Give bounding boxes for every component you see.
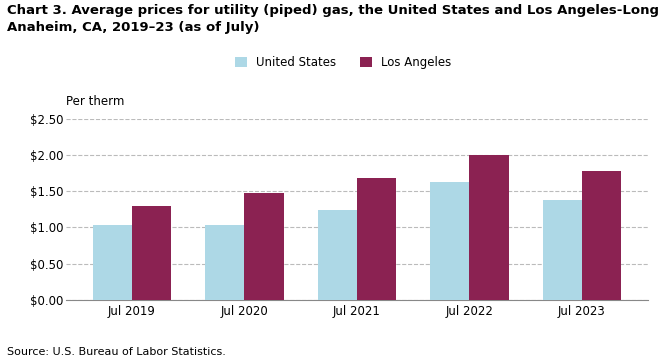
Bar bbox=[357, 178, 397, 300]
Text: Chart 3. Average prices for utility (piped) gas, the United States and Los Angel: Chart 3. Average prices for utility (pip… bbox=[7, 4, 661, 34]
Bar bbox=[132, 206, 171, 300]
Text: Source: U.S. Bureau of Labor Statistics.: Source: U.S. Bureau of Labor Statistics. bbox=[7, 347, 225, 357]
Legend: United States, Los Angeles: United States, Los Angeles bbox=[235, 56, 451, 69]
Bar bbox=[93, 225, 132, 300]
Bar bbox=[205, 225, 245, 300]
Bar bbox=[430, 182, 469, 300]
Bar bbox=[469, 155, 509, 300]
Bar bbox=[582, 171, 621, 300]
Bar bbox=[245, 193, 284, 300]
Bar bbox=[543, 200, 582, 300]
Text: Per therm: Per therm bbox=[66, 95, 124, 108]
Bar bbox=[317, 210, 357, 300]
